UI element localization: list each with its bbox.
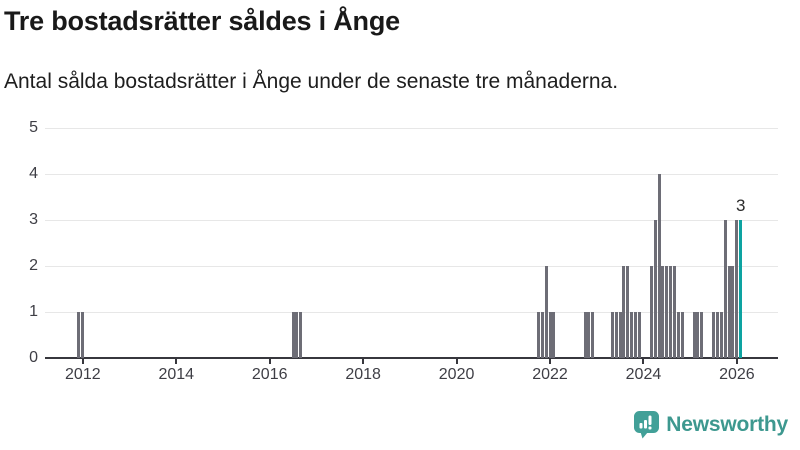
bar — [661, 266, 665, 358]
newsworthy-logo[interactable]: Newsworthy — [633, 410, 788, 439]
bar — [731, 266, 735, 358]
newsworthy-logo-icon — [634, 411, 660, 439]
x-axis-tick — [549, 359, 552, 364]
bar — [735, 220, 739, 358]
bar — [669, 266, 673, 358]
gridline — [45, 173, 778, 175]
x-axis-tick — [175, 359, 178, 364]
y-axis-label: 2 — [29, 257, 38, 274]
bar — [591, 312, 595, 358]
x-axis-tick — [268, 359, 271, 364]
bar — [676, 312, 680, 358]
x-axis-tick — [735, 359, 738, 364]
x-axis-label: 2018 — [345, 366, 381, 383]
bar — [295, 312, 299, 358]
x-axis-label: 2012 — [65, 366, 101, 383]
bar — [552, 312, 556, 358]
bar — [638, 312, 642, 358]
x-axis-tick — [455, 359, 458, 364]
x-axis-line — [45, 357, 778, 359]
bar — [618, 312, 622, 358]
bar — [712, 312, 716, 358]
bar — [700, 312, 704, 358]
highlight-bar — [739, 220, 743, 358]
y-axis-label: 1 — [29, 303, 38, 320]
x-axis-tick — [362, 359, 365, 364]
bar — [544, 266, 548, 358]
y-axis-label: 3 — [29, 211, 38, 228]
bar-value-label: 3 — [736, 196, 746, 215]
bar — [634, 312, 638, 358]
bar — [727, 266, 731, 358]
chart-title: Tre bostadsrätter såldes i Ånge — [4, 6, 400, 36]
x-axis-label: 2022 — [532, 366, 568, 383]
y-axis-label: 5 — [29, 119, 38, 136]
x-axis-label: 2020 — [438, 366, 475, 383]
gridline — [45, 311, 778, 313]
gridline — [45, 219, 778, 221]
bar — [614, 312, 618, 358]
x-axis-label: 2016 — [251, 366, 288, 383]
x-axis-tick — [642, 359, 645, 364]
y-axis-label: 0 — [29, 349, 38, 366]
newsworthy-logo-text: Newsworthy — [666, 412, 788, 436]
bar — [299, 312, 303, 358]
bar — [680, 312, 684, 358]
bar-chart: 0 1 2 3 4 5 2012 2014 2016 2018 2020 2022 2024 2026 3 — [29, 119, 778, 383]
bar — [77, 312, 81, 358]
bar — [626, 266, 630, 358]
bar — [587, 312, 591, 358]
bar — [657, 174, 661, 358]
bar — [81, 312, 85, 358]
bar — [630, 312, 634, 358]
bar — [291, 312, 295, 358]
x-axis-label: 2024 — [625, 366, 662, 383]
bar — [583, 312, 587, 358]
bar — [610, 312, 614, 358]
bar — [548, 312, 552, 358]
bar — [653, 220, 657, 358]
bar — [723, 220, 727, 358]
bar — [696, 312, 700, 358]
x-axis-label: 2026 — [719, 366, 755, 383]
x-axis-tick — [81, 359, 84, 364]
bar — [719, 312, 723, 358]
bar — [649, 266, 653, 358]
x-axis-label: 2014 — [158, 366, 195, 383]
bar — [540, 312, 544, 358]
chart-subtitle: Antal sålda bostadsrätter i Ånge under d… — [4, 70, 619, 93]
bar — [622, 266, 626, 358]
bar — [715, 312, 719, 358]
bar — [665, 266, 669, 358]
bar — [536, 312, 540, 358]
bar — [692, 312, 696, 358]
y-axis-label: 4 — [29, 165, 38, 182]
gridline — [45, 265, 778, 267]
gridline — [45, 127, 778, 129]
bar — [673, 266, 677, 358]
